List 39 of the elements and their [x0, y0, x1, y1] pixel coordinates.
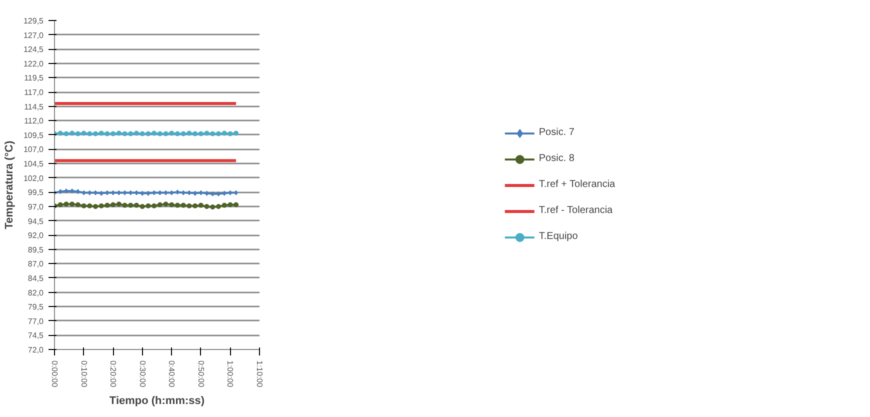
y-tick-label: 114,5 [24, 102, 44, 112]
x-tick-label: 0:50:00 [196, 360, 206, 388]
x-axis-title: Tiempo (h:mm:ss) [109, 395, 205, 408]
y-tick-label: 127,0 [23, 30, 44, 40]
y-tick-label: 104,5 [23, 160, 44, 169]
legend-label: Posic. 7 [538, 127, 574, 138]
y-tick-label: 84,5 [28, 274, 44, 283]
y-tick-label: 77,0 [28, 316, 44, 326]
y-tick-label: 92,0 [28, 231, 44, 240]
y-axis-title: Temperatura (°C) [3, 140, 16, 230]
y-tick-label: 119,5 [24, 74, 44, 83]
y-tick-label: 122,0 [23, 59, 44, 68]
y-tick-label: 117,0 [24, 88, 44, 98]
x-tick-label: 1:00:00 [226, 360, 235, 388]
x-tick-label: 0:20:00 [108, 360, 118, 388]
y-tick-label: 112,0 [24, 116, 44, 126]
y-tick-label: 124,5 [23, 45, 44, 54]
x-tick-label: 0:00:00 [50, 360, 59, 388]
y-tick-label: 99,5 [28, 188, 44, 198]
y-tick-label: 109,5 [23, 130, 44, 140]
x-tick-label: 0:30:00 [138, 360, 147, 388]
legend-label: T.Equipo [538, 231, 578, 242]
x-tick-label: 0:10:00 [79, 360, 88, 388]
y-tick-label: 97,0 [28, 202, 44, 212]
legend-label: T.ref - Tolerancia [538, 205, 613, 216]
x-tick-label: 1:10:00 [255, 360, 264, 388]
y-tick-label: 82,0 [28, 288, 44, 298]
y-tick-label: 102,0 [23, 174, 44, 183]
y-tick-label: 87,0 [28, 260, 44, 269]
y-tick-label: 94,5 [28, 216, 44, 226]
legend-label: T.ref + Tolerancia [538, 179, 616, 190]
y-tick-label: 107,0 [23, 145, 44, 154]
y-tick-label: 72,0 [28, 346, 44, 354]
y-tick-label: 89,5 [28, 245, 44, 254]
y-tick-label: 79,5 [28, 302, 44, 312]
x-tick-label: 0:40:00 [167, 360, 176, 388]
y-tick-label: 74,5 [28, 331, 44, 340]
legend-label: Posic. 8 [538, 153, 574, 164]
y-tick-label: 129,5 [23, 16, 44, 26]
